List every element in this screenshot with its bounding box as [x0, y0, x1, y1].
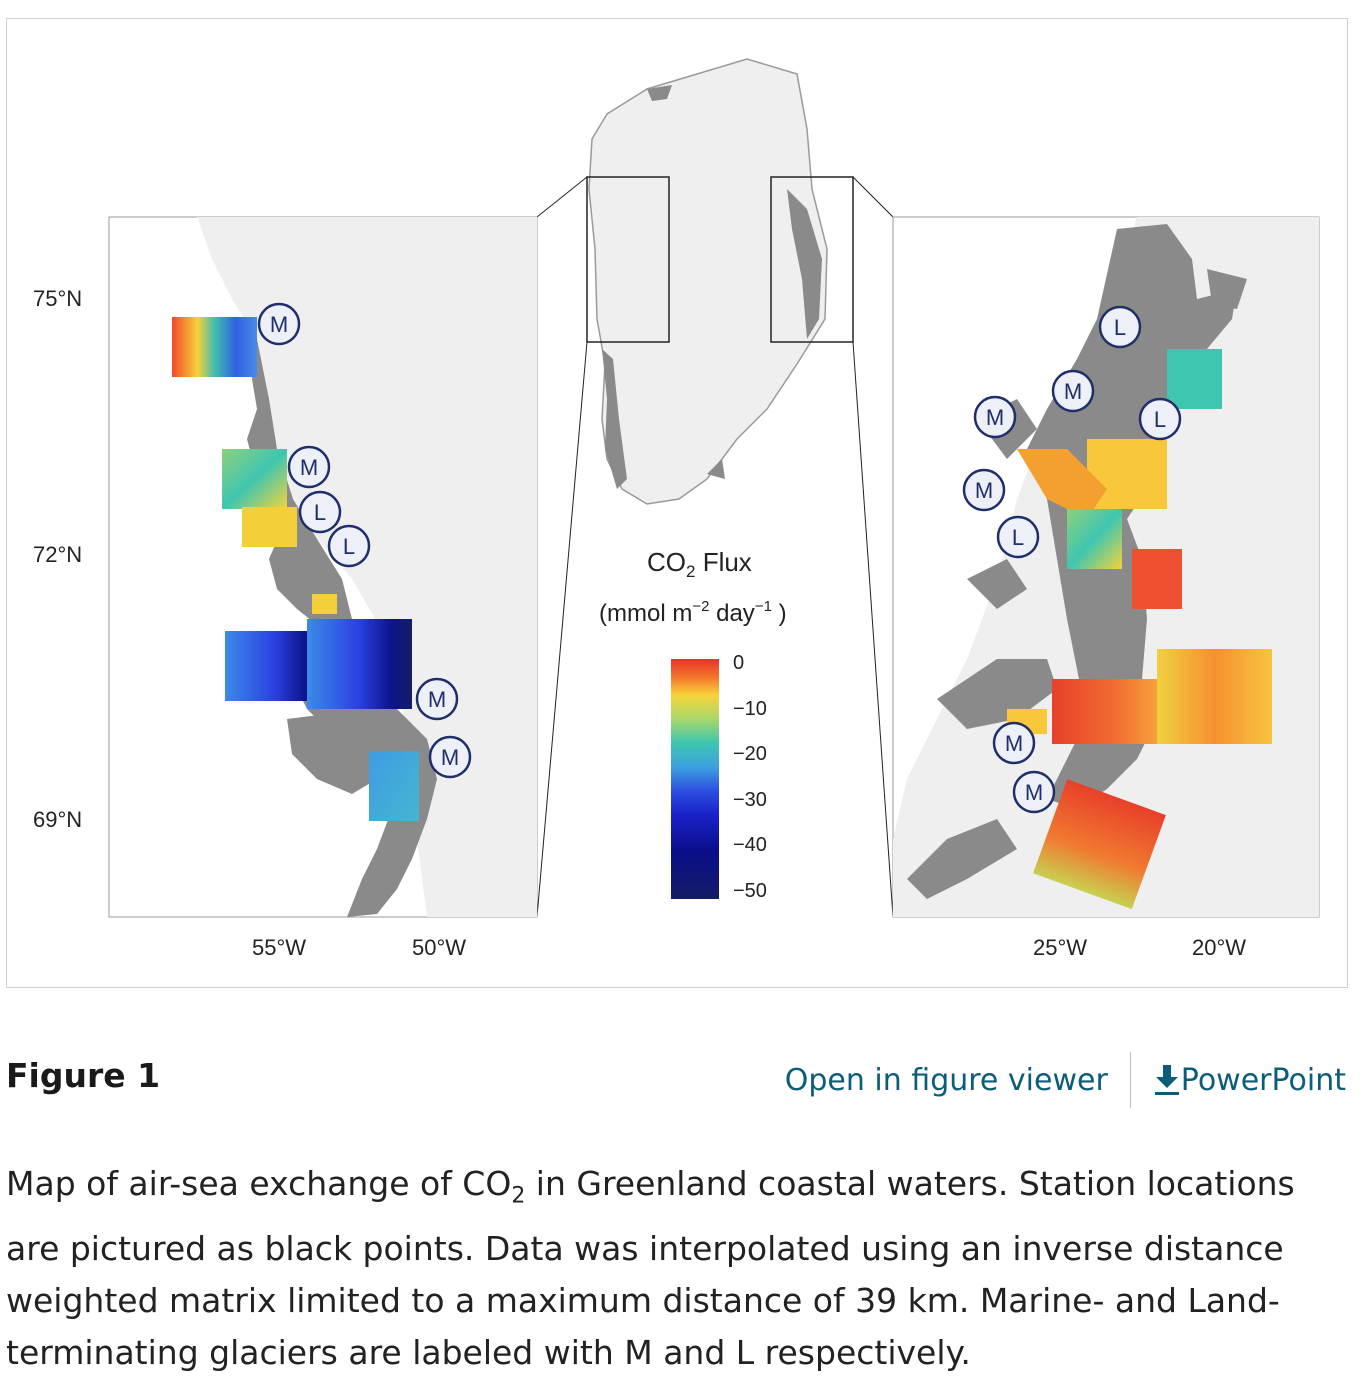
svg-text:M: M: [1025, 780, 1043, 805]
svg-text:M: M: [270, 312, 288, 337]
glacier-marker: [962, 468, 1006, 512]
glacier-marker: [973, 395, 1017, 439]
svg-text:72°N: 72°N: [33, 542, 82, 567]
svg-text:L: L: [1154, 407, 1166, 432]
svg-text:25°W: 25°W: [1033, 935, 1087, 960]
inset-box-west: [586, 176, 670, 343]
figure-caption: Map of air-sea exchange of CO2 in Greenl…: [6, 1164, 1295, 1372]
glacier-marker: [298, 490, 342, 534]
svg-text:L: L: [1012, 525, 1024, 550]
glacier-marker: [1051, 369, 1095, 413]
svg-text:55°W: 55°W: [252, 935, 306, 960]
svg-text:M: M: [428, 687, 446, 712]
open-in-figure-viewer-link[interactable]: Open in figure viewer: [784, 1062, 1108, 1098]
svg-text:L: L: [343, 534, 355, 559]
glacier-marker: [257, 302, 301, 346]
figure-image[interactable]: M M L L M M 75°N 72°N 69°N 55°W 50°W: [6, 18, 1348, 988]
svg-text:20°W: 20°W: [1192, 935, 1246, 960]
svg-text:75°N: 75°N: [33, 286, 82, 311]
co2-flux-legend: CO2 Flux (mmol m−2 day−1 ) 0 −10 −20 −30…: [599, 547, 787, 902]
svg-text:−10: −10: [733, 698, 767, 720]
glacier-marker: [1138, 397, 1182, 441]
svg-text:−50: −50: [733, 880, 767, 902]
svg-text:50°W: 50°W: [412, 935, 466, 960]
svg-text:−40: −40: [733, 834, 767, 856]
svg-text:M: M: [1005, 731, 1023, 756]
glacier-marker: [428, 735, 472, 779]
svg-text:CO2 Flux: CO2 Flux: [647, 547, 752, 581]
greenland-co2-map: M M L L M M 75°N 72°N 69°N 55°W 50°W: [33, 58, 1320, 960]
svg-text:−20: −20: [733, 743, 767, 765]
right-map-panel: L M M L M L M M 25°W 20°W: [892, 216, 1320, 960]
glacier-marker: [287, 445, 331, 489]
powerpoint-download-link[interactable]: PowerPoint: [1153, 1063, 1346, 1098]
colorbar: [671, 659, 719, 899]
svg-text:M: M: [441, 745, 459, 770]
glacier-marker: [1098, 305, 1142, 349]
glacier-marker: [992, 721, 1036, 765]
svg-text:−30: −30: [733, 789, 767, 811]
glacier-marker: [996, 515, 1040, 559]
svg-text:M: M: [300, 455, 318, 480]
glacier-marker: [1012, 770, 1056, 814]
left-map-panel: M M L L M M 75°N 72°N 69°N 55°W 50°W: [33, 216, 538, 960]
svg-text:(mmol m−2 day−1 ): (mmol m−2 day−1 ): [599, 598, 787, 627]
powerpoint-label: PowerPoint: [1180, 1062, 1346, 1098]
svg-text:69°N: 69°N: [33, 807, 82, 832]
glacier-marker: [415, 677, 459, 721]
download-icon: [1154, 1065, 1179, 1095]
inset-box-east: [770, 176, 854, 343]
svg-text:L: L: [314, 500, 326, 525]
svg-text:M: M: [986, 405, 1004, 430]
svg-text:M: M: [1064, 379, 1082, 404]
svg-text:M: M: [975, 478, 993, 503]
greenland-outline: [588, 58, 828, 505]
glacier-marker: [327, 524, 371, 568]
figure-actions: Open in figure viewer PowerPoint: [785, 1052, 1346, 1108]
svg-text:0: 0: [733, 652, 744, 674]
figure-title: Figure 1: [6, 1056, 161, 1095]
divider: [1129, 1052, 1131, 1108]
svg-text:L: L: [1114, 315, 1126, 340]
